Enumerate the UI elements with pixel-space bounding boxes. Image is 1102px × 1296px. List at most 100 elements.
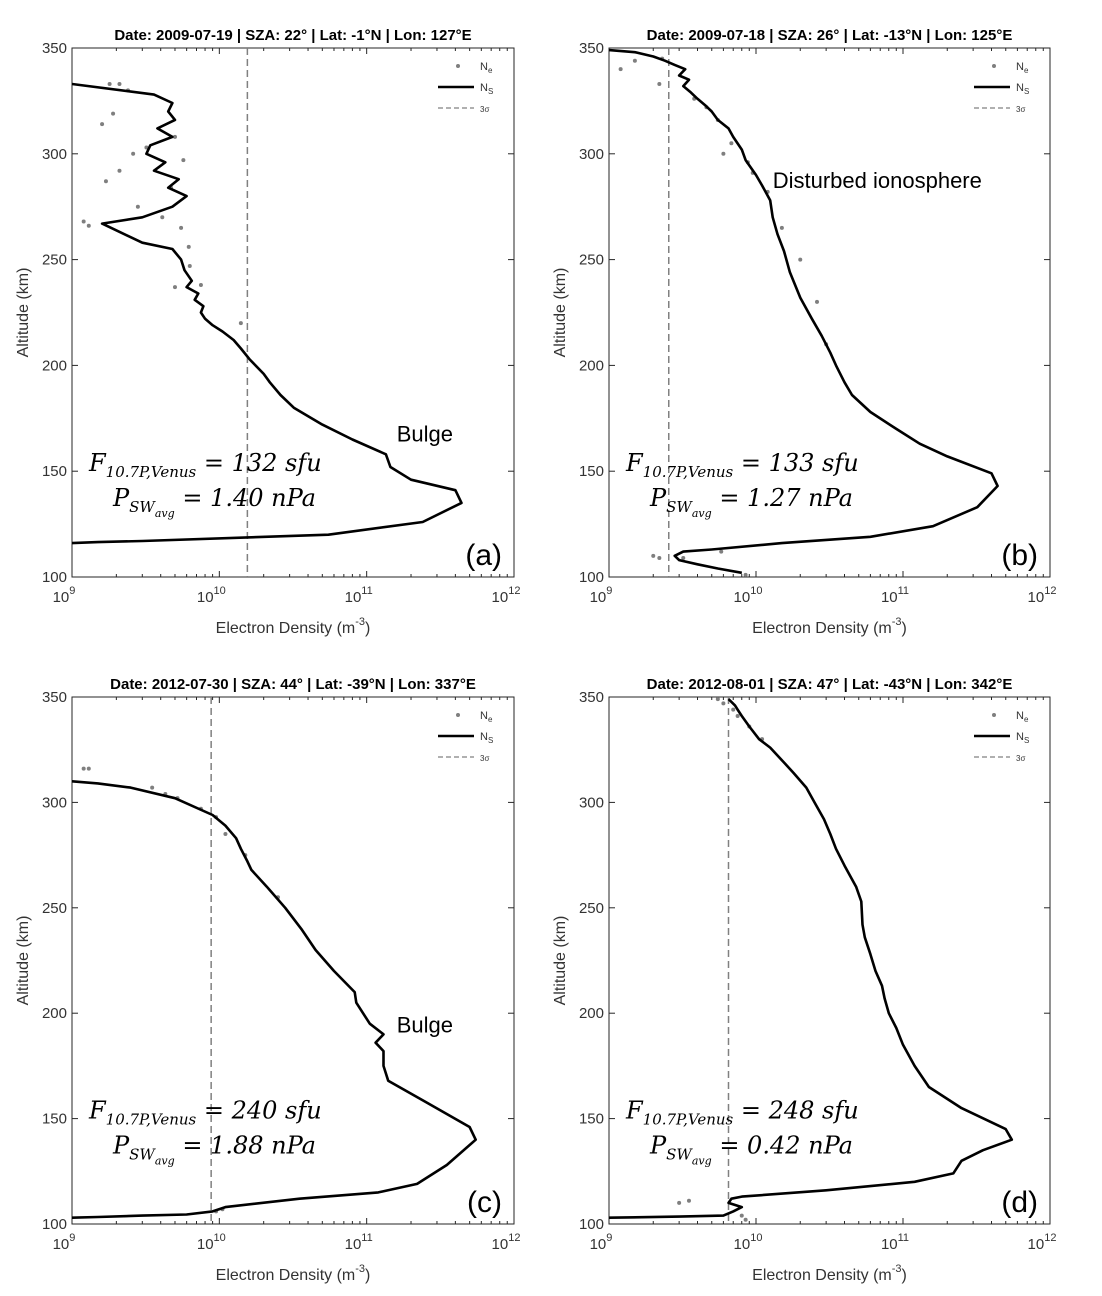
y-tick-label: 300 xyxy=(579,146,604,163)
x-tick-base: 10 xyxy=(881,589,898,606)
f107-equation: F10.7P,Venus = 132 sfu xyxy=(88,449,322,481)
psw-value: = 1.88 xyxy=(175,1132,271,1160)
x-tick-base: 10 xyxy=(590,589,607,606)
y-tick-label: 300 xyxy=(42,794,67,811)
legend-ne-sub: e xyxy=(488,66,493,75)
ne-point xyxy=(657,555,662,560)
x-tick-exponent: 9 xyxy=(606,1232,612,1244)
ne-point xyxy=(657,81,662,86)
ne-point xyxy=(223,832,228,837)
ne-point xyxy=(81,219,86,224)
x-tick-label: 109 xyxy=(590,1232,613,1253)
x-tick-exponent: 11 xyxy=(361,1232,372,1244)
x-axis-label-close: ) xyxy=(365,1267,370,1284)
f107-value: = 248 xyxy=(733,1097,822,1125)
chart-title: Date: 2012-07-30 | SZA: 44° | Lat: -39°N… xyxy=(110,676,476,693)
legend-ns-sub: S xyxy=(1024,736,1029,745)
x-tick-base: 10 xyxy=(197,589,214,606)
x-tick-exponent: 9 xyxy=(69,585,75,597)
x-tick-label: 1011 xyxy=(881,1232,909,1253)
psw-equation: PSWavg = 1.40 nPa xyxy=(112,484,316,520)
psw-subsubscript: avg xyxy=(155,507,175,520)
chart-panel-3: Date: 2012-08-01 | SZA: 47° | Lat: -43°N… xyxy=(552,676,1056,1284)
y-tick-label: 250 xyxy=(42,900,67,917)
panel-label: (d) xyxy=(1001,1186,1038,1219)
ne-point xyxy=(198,282,203,287)
y-axis-label: Altitude (km) xyxy=(15,268,32,358)
chart-title: Date: 2009-07-19 | SZA: 22° | Lat: -1°N … xyxy=(114,27,471,44)
psw-symbol: P xyxy=(112,1132,130,1160)
y-tick-label: 100 xyxy=(579,569,604,586)
x-tick-exponent: 12 xyxy=(508,1232,520,1244)
y-tick-label: 100 xyxy=(579,1216,604,1233)
f107-symbol: F xyxy=(88,449,107,477)
y-tick-label: 350 xyxy=(579,40,604,57)
psw-equation: PSWavg = 0.42 nPa xyxy=(649,1132,853,1168)
ne-point xyxy=(719,549,724,554)
chart-panel-2: Date: 2012-07-30 | SZA: 44° | Lat: -39°N… xyxy=(15,676,520,1284)
ne-point xyxy=(100,122,105,127)
y-axis-label: Altitude (km) xyxy=(552,268,569,358)
y-axis-label: Altitude (km) xyxy=(552,916,569,1006)
y-tick-label: 150 xyxy=(42,1111,67,1128)
ne-point xyxy=(686,1198,691,1203)
f107-equation: F10.7P,Venus = 133 sfu xyxy=(625,449,859,481)
x-tick-base: 10 xyxy=(590,1236,607,1253)
ne-point xyxy=(86,766,91,771)
x-axis-label: Electron Density (m-3) xyxy=(216,1263,371,1284)
psw-equation: PSWavg = 1.27 nPa xyxy=(649,484,853,520)
ne-point xyxy=(107,81,112,86)
ne-point xyxy=(160,215,165,220)
ne-point xyxy=(86,223,91,228)
f107-symbol: F xyxy=(88,1097,107,1125)
ne-point xyxy=(179,225,184,230)
x-axis-label-text: Electron Density (m xyxy=(752,620,892,637)
annotation-label: Bulge xyxy=(397,422,453,447)
psw-subsubscript: avg xyxy=(692,507,712,520)
legend-ne-marker xyxy=(456,64,460,68)
ne-point xyxy=(103,179,108,184)
psw-symbol: P xyxy=(649,1132,667,1160)
ne-point xyxy=(735,713,740,718)
x-tick-exponent: 12 xyxy=(1044,1232,1056,1244)
ne-point xyxy=(721,701,726,706)
x-tick-base: 10 xyxy=(345,1236,362,1253)
data-layer xyxy=(72,697,478,1224)
x-tick-base: 10 xyxy=(197,1236,214,1253)
psw-symbol: P xyxy=(112,484,130,512)
psw-subscript: SW xyxy=(666,498,693,516)
f107-symbol: F xyxy=(625,1097,644,1125)
x-axis-label-exponent: -3 xyxy=(355,616,365,628)
legend-ne-label: Ne xyxy=(480,61,493,75)
legend-ns-label: NS xyxy=(480,82,493,96)
x-tick-label: 109 xyxy=(53,1232,76,1253)
x-axis-label-text: Electron Density (m xyxy=(752,1267,892,1284)
x-tick-label: 1010 xyxy=(734,1232,763,1253)
data-layer xyxy=(609,48,999,577)
x-axis-label: Electron Density (m-3) xyxy=(216,616,371,637)
ne-point xyxy=(172,285,177,290)
f107-unit: sfu xyxy=(822,449,859,477)
f107-value: = 240 xyxy=(196,1097,285,1125)
data-layer xyxy=(72,48,463,577)
psw-subsubscript: avg xyxy=(155,1155,175,1168)
x-tick-base: 10 xyxy=(1028,589,1045,606)
x-tick-exponent: 11 xyxy=(361,585,372,597)
x-axis-label-text: Electron Density (m xyxy=(216,1267,356,1284)
y-tick-label: 250 xyxy=(42,252,67,269)
ne-point xyxy=(815,299,820,304)
ne-point xyxy=(111,111,116,116)
legend-ne-label: Ne xyxy=(480,710,493,724)
ne-point xyxy=(729,141,734,146)
chart-panel-0: Date: 2009-07-19 | SZA: 22° | Lat: -1°N … xyxy=(15,27,520,637)
x-tick-exponent: 10 xyxy=(750,585,762,597)
ne-point xyxy=(721,151,726,156)
legend-ne-marker xyxy=(456,713,460,717)
x-tick-label: 1011 xyxy=(345,1232,373,1253)
x-axis-label-close: ) xyxy=(365,620,370,637)
x-axis-label-exponent: -3 xyxy=(892,1263,902,1275)
x-tick-exponent: 9 xyxy=(69,1232,75,1244)
x-axis-label-exponent: -3 xyxy=(355,1263,365,1275)
x-tick-label: 1012 xyxy=(1028,585,1057,606)
y-tick-label: 350 xyxy=(42,689,67,706)
